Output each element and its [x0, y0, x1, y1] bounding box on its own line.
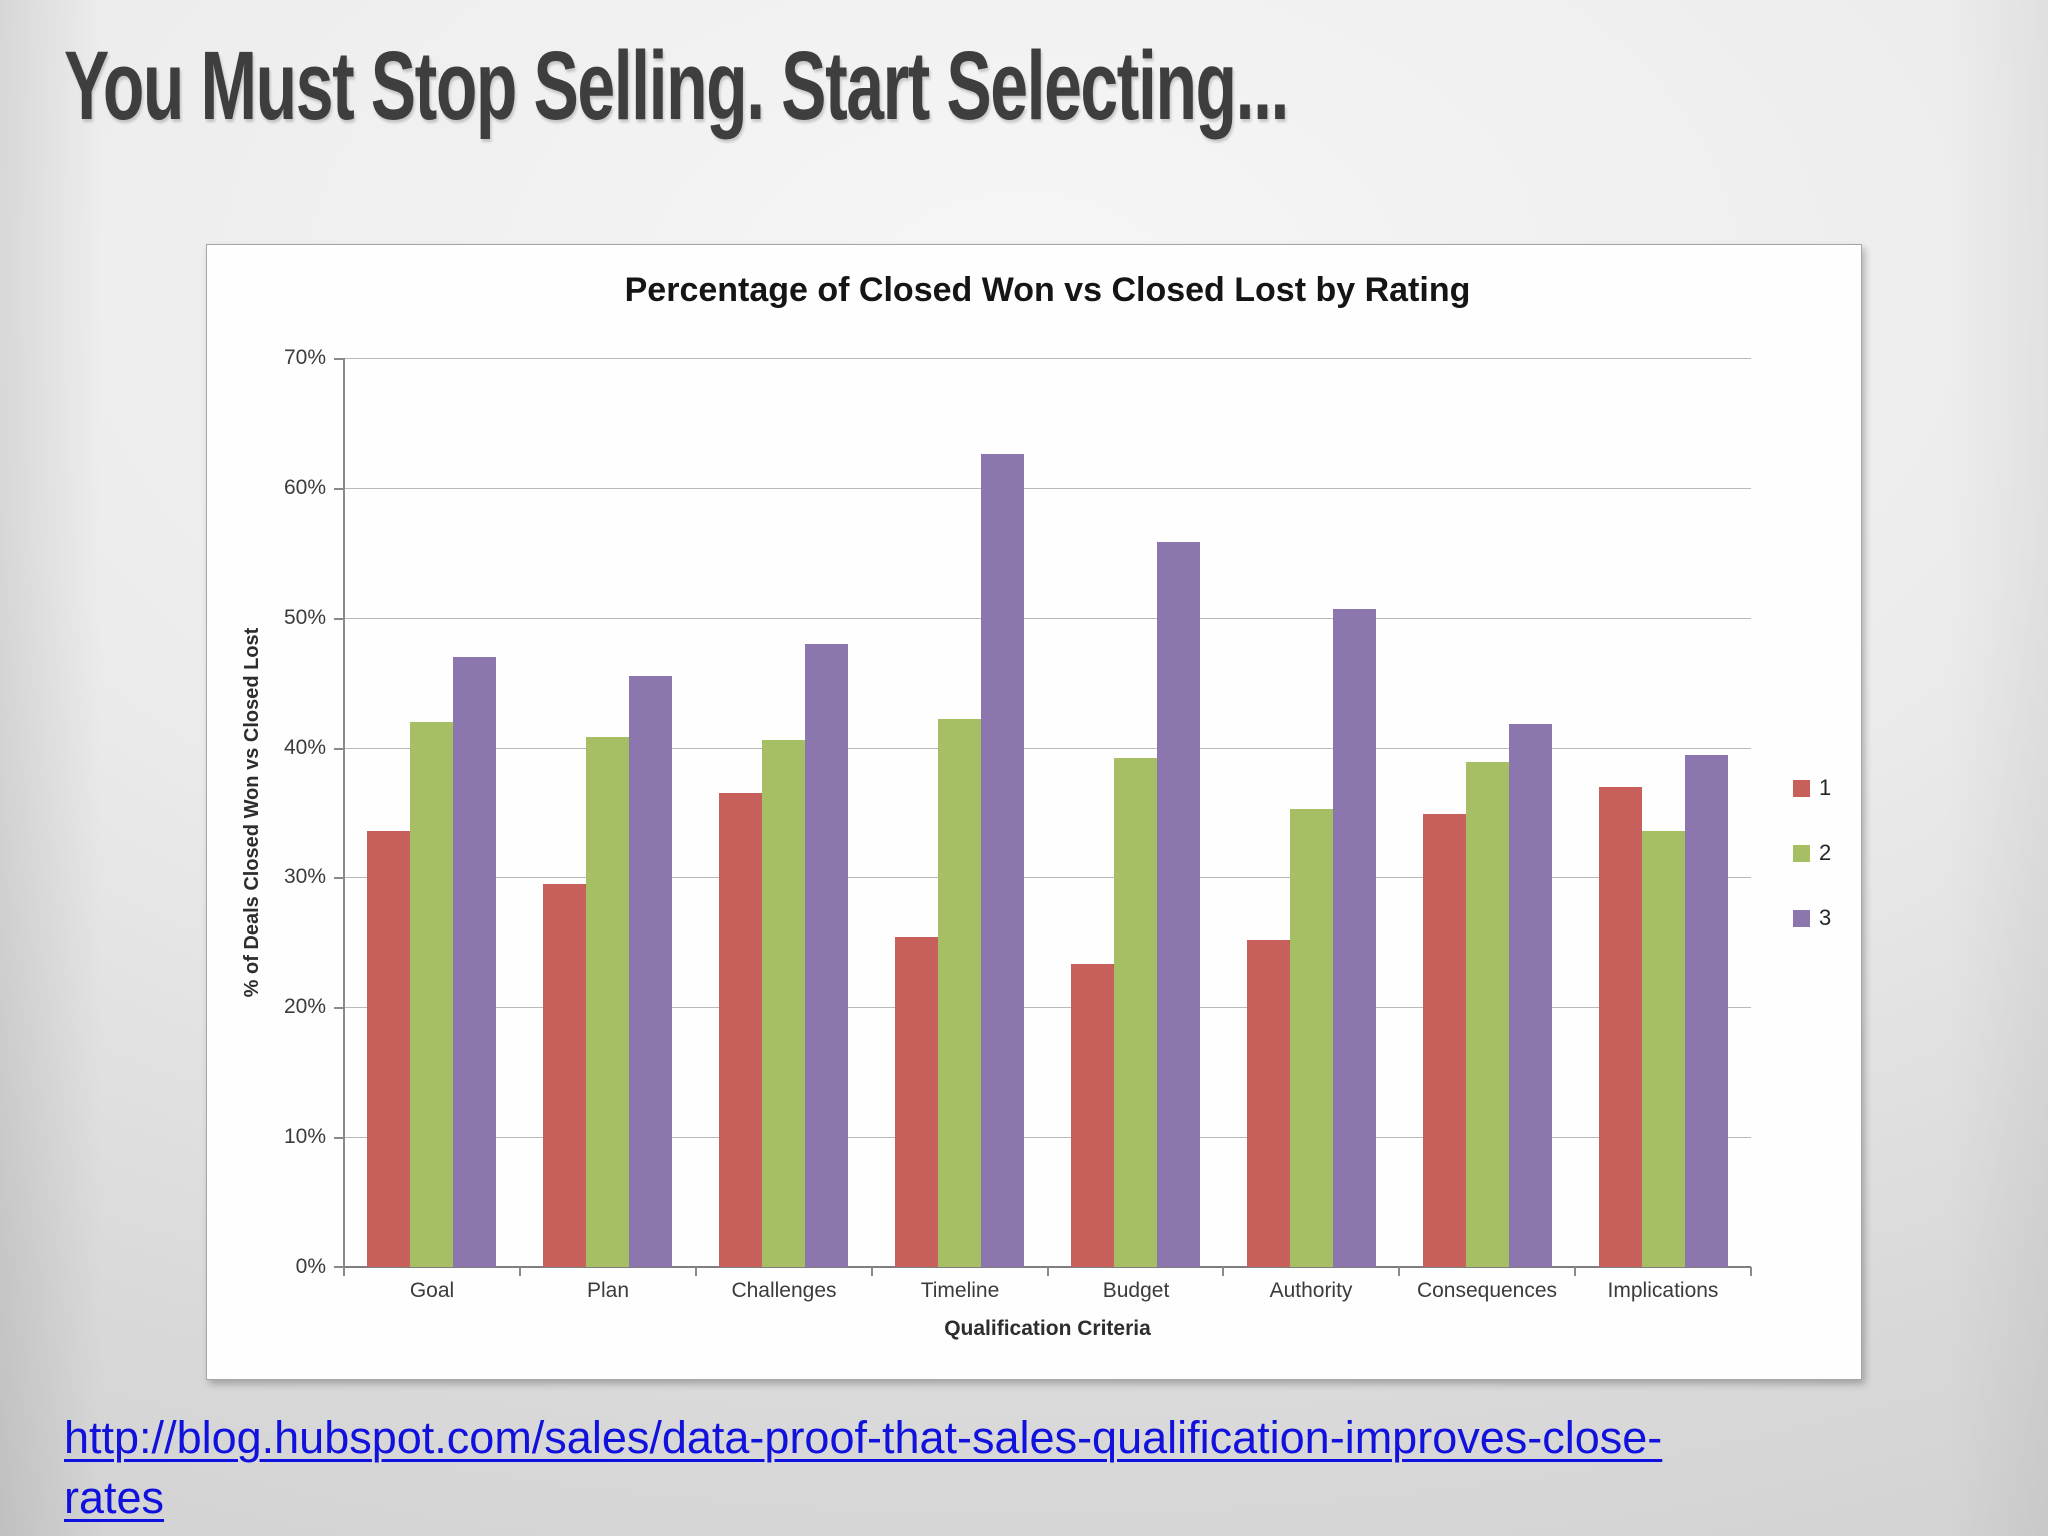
bar [1333, 609, 1376, 1267]
y-tick-label: 40% [283, 736, 326, 759]
bar [1247, 940, 1290, 1267]
bar [543, 884, 586, 1267]
gridline [344, 618, 1751, 619]
y-tick [334, 748, 343, 750]
y-tick [334, 1266, 343, 1268]
x-tick [1222, 1267, 1224, 1276]
x-tick [519, 1267, 521, 1276]
category-label: Timeline [920, 1279, 1000, 1302]
gridline [344, 748, 1751, 749]
chart-panel: Percentage of Closed Won vs Closed Lost … [206, 244, 1862, 1380]
legend-item: 2 [1793, 840, 1831, 866]
x-tick [1047, 1267, 1049, 1276]
legend-swatch [1793, 779, 1810, 797]
y-axis-line [343, 358, 345, 1267]
y-tick-label: 10% [283, 1125, 326, 1148]
y-tick-label: 30% [283, 865, 326, 888]
category-label: Consequences [1416, 1279, 1558, 1302]
slide-title: You Must Stop Selling. Start Selecting..… [64, 31, 1289, 140]
plot-area: 0% 10% 20% 30% 40% 50% 60% 70% Goal Plan Challenge… [284, 346, 1752, 1302]
source-link-line-1: http://blog.hubspot.com/sales/data-proof… [64, 1412, 1663, 1463]
bar [938, 719, 981, 1267]
gridline [344, 877, 1751, 878]
bar [1071, 964, 1114, 1267]
x-tick [1750, 1267, 1752, 1276]
gridline [344, 1137, 1751, 1138]
x-tick [343, 1267, 345, 1276]
bar [1157, 542, 1200, 1267]
category-label: Implications [1607, 1279, 1719, 1302]
bar [1290, 809, 1333, 1267]
legend-label: 1 [1819, 775, 1832, 800]
legend-item: 1 [1793, 775, 1831, 801]
bar [453, 657, 496, 1267]
category-label: Budget [1102, 1279, 1170, 1302]
y-tick [334, 488, 343, 490]
y-tick [334, 1007, 343, 1009]
bar [1642, 831, 1685, 1267]
x-tick [871, 1267, 873, 1276]
bar [895, 937, 938, 1267]
bar [762, 740, 805, 1267]
bar [410, 722, 453, 1267]
bar [719, 793, 762, 1267]
y-tick-label: 0% [295, 1255, 326, 1278]
y-tick [334, 358, 343, 360]
y-tick-label: 70% [283, 346, 326, 369]
bar [1423, 814, 1466, 1267]
bar [805, 644, 848, 1267]
bar [586, 737, 629, 1267]
y-tick-label: 50% [283, 606, 326, 629]
y-tick [334, 618, 343, 620]
category-label: Plan [586, 1279, 630, 1302]
x-axis-title: Qualification Criteria [944, 1317, 1151, 1340]
y-tick-label: 20% [283, 995, 326, 1018]
legend-label: 3 [1819, 905, 1832, 930]
legend-swatch [1793, 844, 1810, 862]
bar [1599, 787, 1642, 1267]
bar [1685, 755, 1728, 1267]
y-tick [334, 877, 343, 879]
bar [367, 831, 410, 1267]
gridline [344, 488, 1751, 489]
legend-label: 2 [1819, 840, 1832, 865]
category-label: Challenges [731, 1279, 837, 1302]
bar [981, 454, 1024, 1267]
bar [1114, 758, 1157, 1267]
gridline [344, 1007, 1751, 1008]
y-tick-label: 60% [283, 476, 326, 499]
bar [629, 676, 672, 1267]
source-link-line-2: rates [64, 1471, 165, 1523]
chart-title: Percentage of Closed Won vs Closed Lost … [624, 271, 1471, 309]
category-label: Authority [1269, 1279, 1353, 1302]
legend-swatch [1793, 909, 1810, 927]
x-tick [1398, 1267, 1400, 1276]
chart-legend: 1 2 3 [1793, 775, 1831, 931]
gridline [344, 358, 1751, 359]
source-link[interactable]: http://blog.hubspot.com/sales/data-proof… [64, 1408, 1984, 1528]
category-label: Goal [409, 1279, 455, 1302]
y-tick [334, 1137, 343, 1139]
bar [1509, 724, 1552, 1267]
legend-item: 3 [1793, 905, 1831, 931]
x-tick [1574, 1267, 1576, 1276]
x-tick [695, 1267, 697, 1276]
bar [1466, 762, 1509, 1267]
